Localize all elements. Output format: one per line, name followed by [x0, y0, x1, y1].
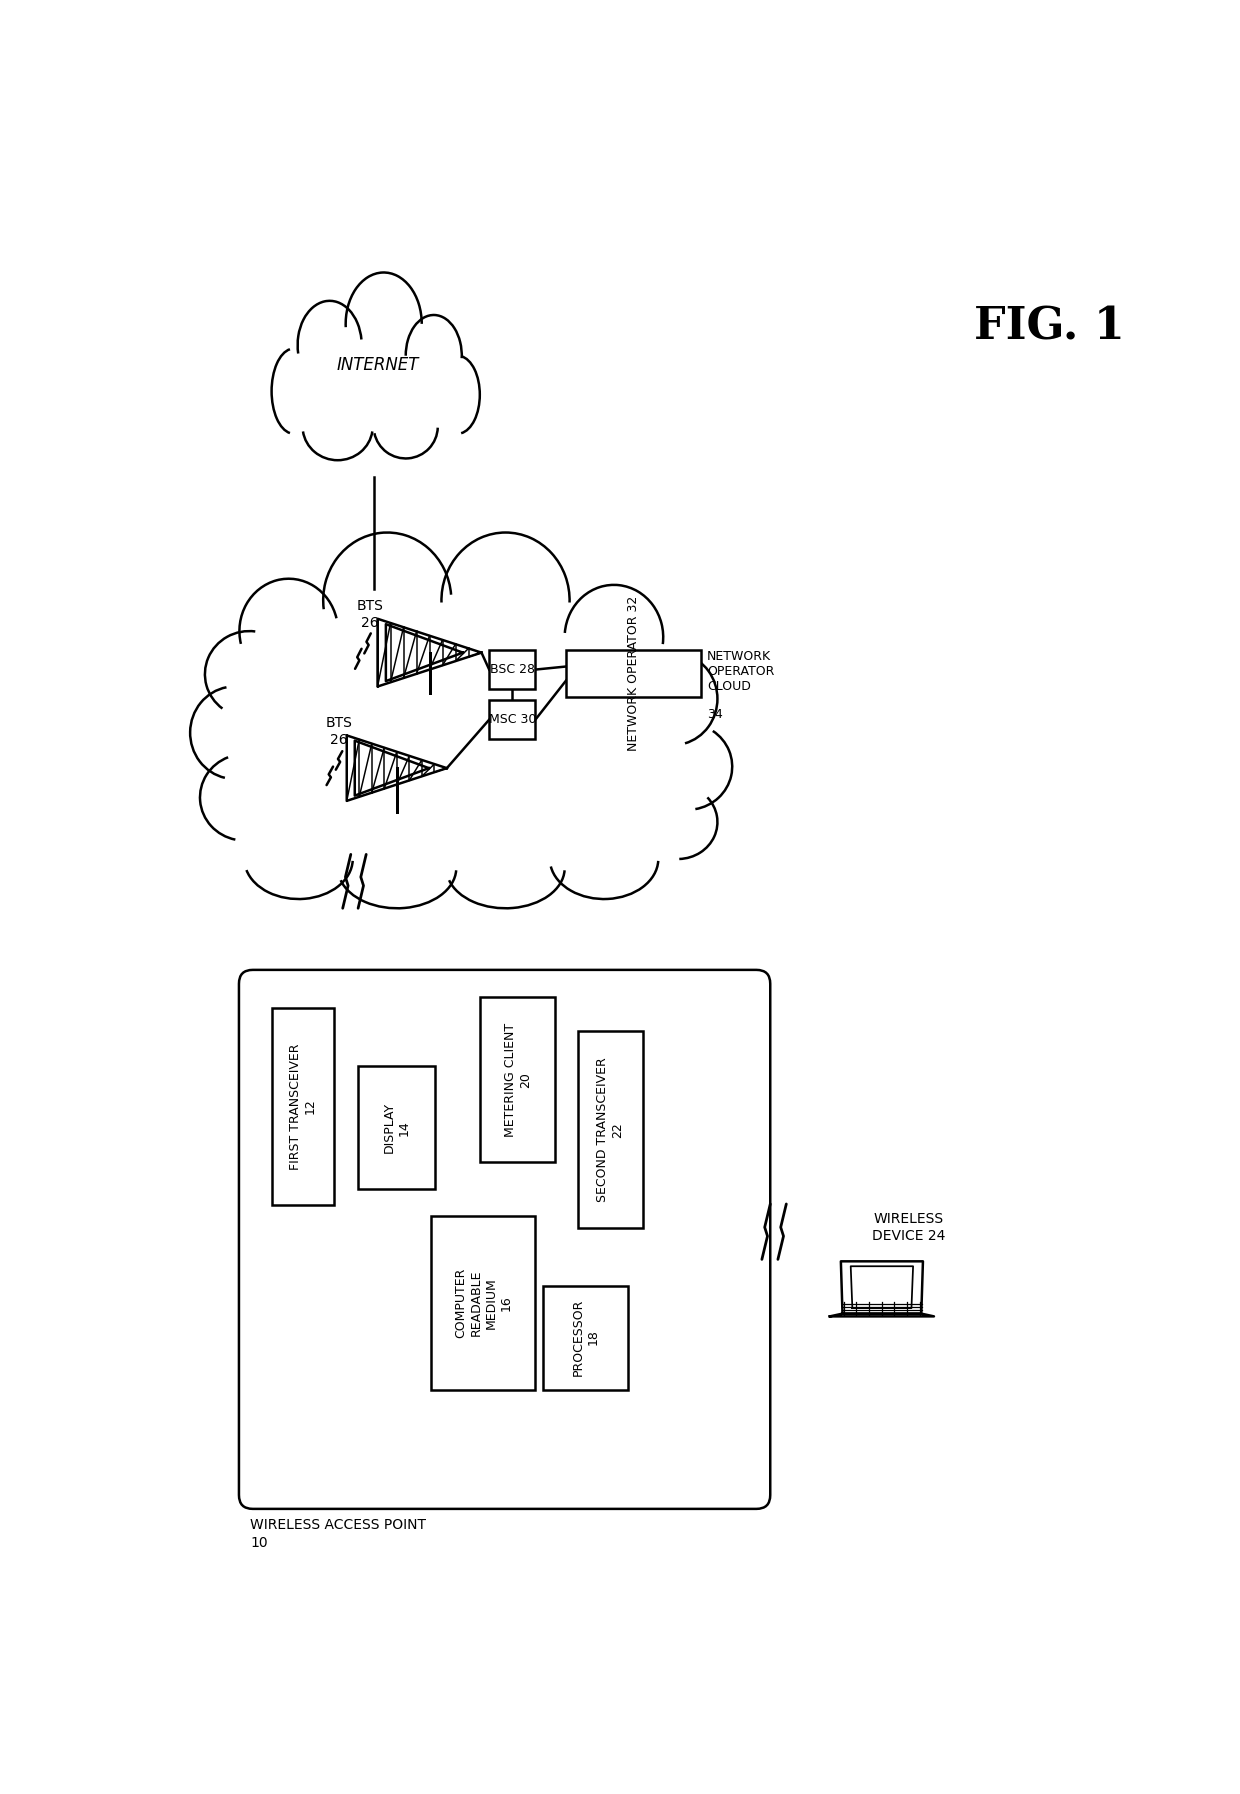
Text: BTS
26: BTS 26	[356, 599, 383, 630]
Text: WIRELESS ACCESS POINT: WIRELESS ACCESS POINT	[250, 1518, 427, 1532]
Text: SECOND TRANSCEIVER
22: SECOND TRANSCEIVER 22	[596, 1057, 625, 1202]
Bar	[480, 997, 556, 1163]
Bar	[358, 1066, 435, 1189]
Bar	[543, 1286, 627, 1390]
Text: FIG. 1: FIG. 1	[975, 305, 1125, 348]
Bar	[272, 1008, 334, 1206]
Text: COMPUTER
READABLE
MEDIUM
16: COMPUTER READABLE MEDIUM 16	[454, 1268, 512, 1338]
Text: MSC 30: MSC 30	[489, 714, 536, 727]
Text: DISPLAY
14: DISPLAY 14	[383, 1102, 410, 1154]
Bar	[432, 1216, 536, 1390]
Bar	[567, 651, 701, 696]
Text: FIRST TRANSCEIVER
12: FIRST TRANSCEIVER 12	[289, 1044, 317, 1170]
Text: NETWORK
OPERATOR
CLOUD: NETWORK OPERATOR CLOUD	[707, 651, 775, 692]
Text: WIRELESS
DEVICE 24: WIRELESS DEVICE 24	[872, 1213, 946, 1243]
Text: METERING CLIENT
20: METERING CLIENT 20	[503, 1023, 532, 1137]
Text: BSC 28: BSC 28	[490, 664, 534, 676]
Text: 10: 10	[250, 1536, 268, 1550]
Bar	[578, 1032, 644, 1227]
Bar	[490, 651, 536, 689]
Text: NETWORK OPERATOR 32: NETWORK OPERATOR 32	[627, 596, 640, 752]
Text: INTERNET: INTERNET	[336, 357, 419, 375]
Text: PROCESSOR
18: PROCESSOR 18	[572, 1299, 599, 1376]
Bar	[490, 700, 536, 739]
Text: BTS
26: BTS 26	[326, 716, 352, 746]
Text: 34: 34	[707, 709, 723, 721]
